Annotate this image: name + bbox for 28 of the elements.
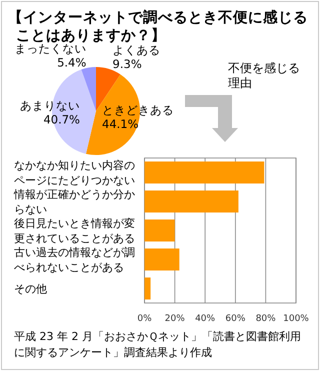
y-tick-label: その他 (14, 282, 47, 296)
x-tick-label: 60% (225, 314, 246, 324)
x-tick-label: 80% (256, 314, 276, 324)
x-tick-label: 100% (283, 314, 310, 324)
data-label: 40.7% (43, 112, 80, 127)
data-label: 9.3% (112, 57, 142, 72)
chart-title: 【インターネットで調べるとき不便に感じることはありますか？】 (8, 8, 308, 44)
y-tick-label: なかなか知りたい内容のページにたどりつかない (14, 159, 135, 187)
bar (144, 248, 180, 270)
data-label: 5.4% (57, 56, 86, 70)
x-tick-label: 0% (137, 314, 152, 324)
bar (144, 278, 151, 300)
slice-label: よくある (112, 43, 161, 58)
x-tick-label: 20% (164, 314, 186, 324)
bar (144, 220, 175, 242)
slice-label: あまりない (20, 98, 80, 113)
y-tick-label: 古い過去の情報などが調べられないことがある (14, 246, 135, 274)
chart-title: 不便を感じる理由 (228, 61, 300, 90)
slice-label: まったくない (14, 42, 86, 56)
y-tick-label: 後日見たいとき情報が変更されていることがある (14, 217, 135, 245)
pie-slice (81, 67, 96, 111)
data-label: 44.1% (102, 117, 139, 132)
bar (144, 162, 264, 184)
bar (144, 190, 238, 212)
text: 平成 23 年 2 月「おおさかＱネット」「読書と図書館利用に関するアンケート」調査結果より作成 (14, 330, 301, 359)
pie-slice (86, 74, 140, 155)
x-tick-label: 40% (195, 314, 216, 324)
y-tick-label: 情報が正確かどうか分からない (13, 188, 135, 216)
